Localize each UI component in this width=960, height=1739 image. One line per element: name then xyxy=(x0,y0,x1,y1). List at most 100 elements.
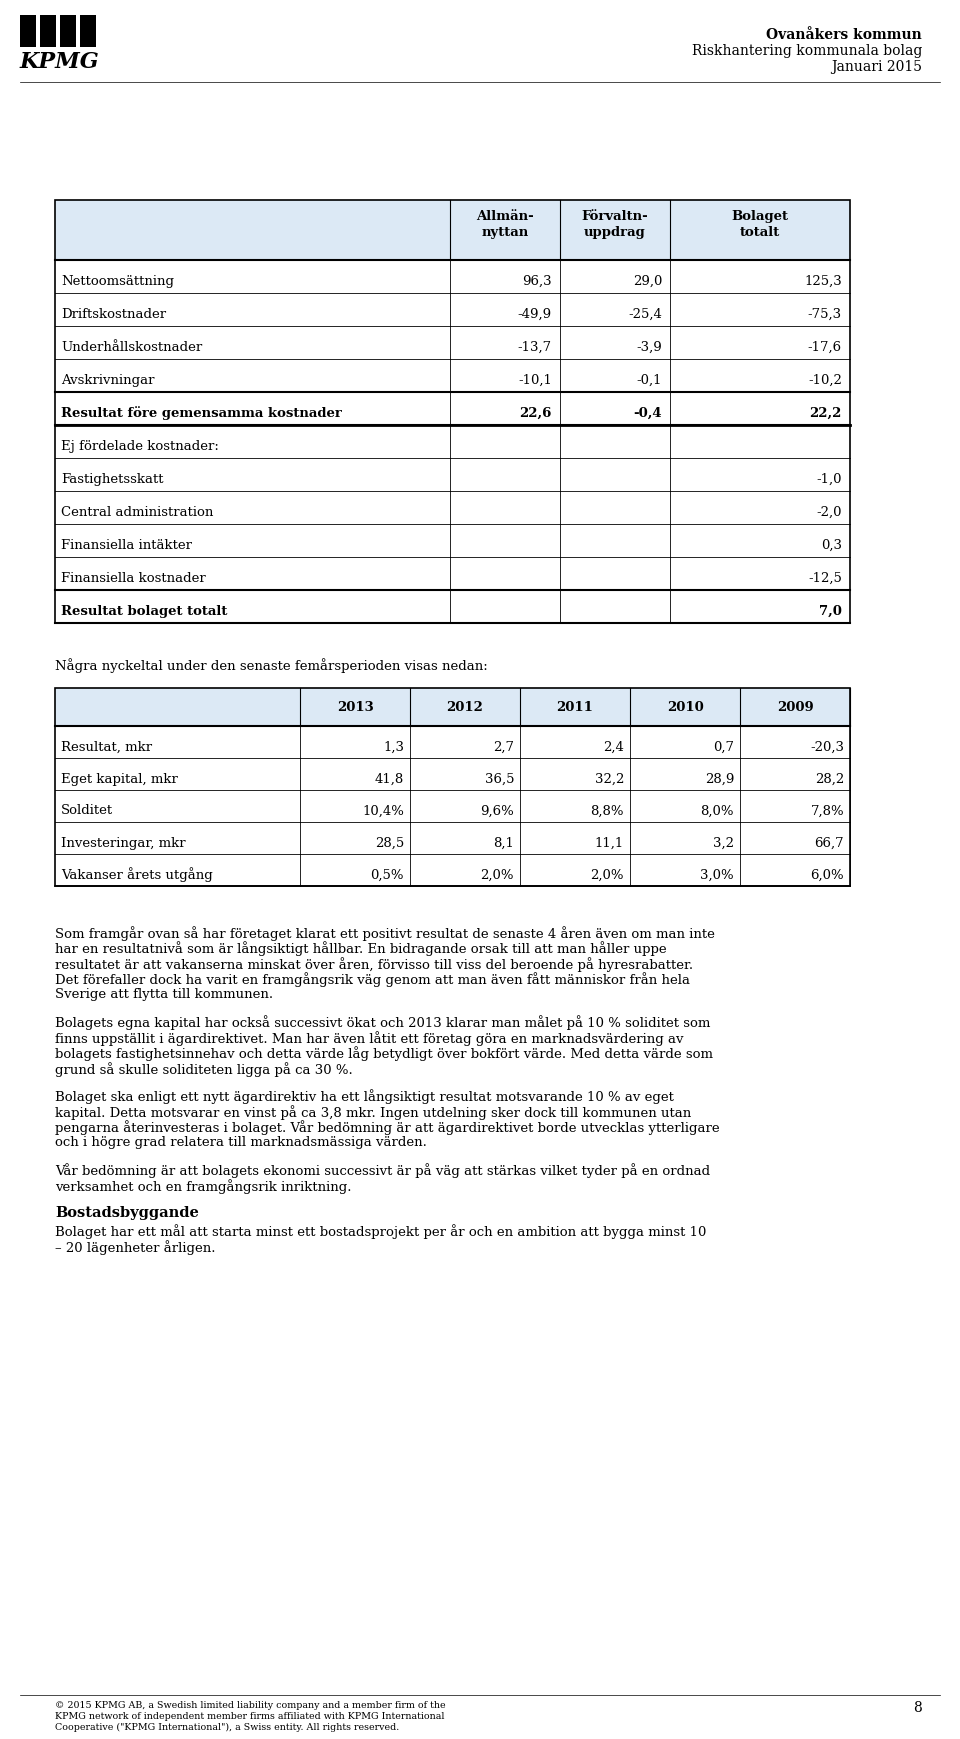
Bar xyxy=(80,16,96,47)
Text: 2,4: 2,4 xyxy=(603,741,624,753)
Text: 3,0%: 3,0% xyxy=(701,868,734,882)
Text: kapital. Detta motsvarar en vinst på ca 3,8 mkr. Ingen utdelning sker dock till : kapital. Detta motsvarar en vinst på ca … xyxy=(55,1104,691,1120)
Text: Några nyckeltal under den senaste femårsperioden visas nedan:: Några nyckeltal under den senaste femårs… xyxy=(55,657,488,673)
Text: Resultat före gemensamma kostnader: Resultat före gemensamma kostnader xyxy=(61,407,342,421)
Text: Vår bedömning är att bolagets ekonomi successivt är på väg att stärkas vilket ty: Vår bedömning är att bolagets ekonomi su… xyxy=(55,1163,710,1179)
Text: 22,6: 22,6 xyxy=(519,407,552,421)
Text: 8,0%: 8,0% xyxy=(701,805,734,817)
Text: Investeringar, mkr: Investeringar, mkr xyxy=(61,836,185,849)
Text: 10,4%: 10,4% xyxy=(362,805,404,817)
Text: Nettoomsättning: Nettoomsättning xyxy=(61,275,174,289)
Text: Vakanser årets utgång: Vakanser årets utgång xyxy=(61,868,213,882)
Text: Cooperative ("KPMG International"), a Swiss entity. All rights reserved.: Cooperative ("KPMG International"), a Sw… xyxy=(55,1723,399,1732)
Text: grund så skulle soliditeten ligga på ca 30 %.: grund så skulle soliditeten ligga på ca … xyxy=(55,1063,352,1076)
Bar xyxy=(20,16,36,47)
Text: pengarna återinvesteras i bolaget. Vår bedömning är att ägardirektivet borde utv: pengarna återinvesteras i bolaget. Vår b… xyxy=(55,1120,720,1136)
Text: 125,3: 125,3 xyxy=(804,275,842,289)
Text: och i högre grad relatera till marknadsmässiga värden.: och i högre grad relatera till marknadsm… xyxy=(55,1136,427,1149)
Text: Riskhantering kommunala bolag: Riskhantering kommunala bolag xyxy=(691,43,922,57)
Text: 3,2: 3,2 xyxy=(713,836,734,849)
Text: 0,7: 0,7 xyxy=(713,741,734,753)
Text: -49,9: -49,9 xyxy=(517,308,552,322)
Text: 9,6%: 9,6% xyxy=(480,805,514,817)
Text: Eget kapital, mkr: Eget kapital, mkr xyxy=(61,772,178,786)
Text: 2,7: 2,7 xyxy=(493,741,514,753)
Bar xyxy=(55,200,850,623)
Text: verksamhet och en framgångsrik inriktning.: verksamhet och en framgångsrik inriktnin… xyxy=(55,1179,351,1195)
Text: Finansiella intäkter: Finansiella intäkter xyxy=(61,539,192,551)
Text: Bolaget ska enligt ett nytt ägardirektiv ha ett långsiktigt resultat motsvarande: Bolaget ska enligt ett nytt ägardirektiv… xyxy=(55,1090,674,1104)
Text: – 20 lägenheter årligen.: – 20 lägenheter årligen. xyxy=(55,1240,215,1256)
Bar xyxy=(55,200,850,261)
Text: 96,3: 96,3 xyxy=(522,275,552,289)
Text: 2,0%: 2,0% xyxy=(481,868,514,882)
Text: 36,5: 36,5 xyxy=(485,772,514,786)
Text: -3,9: -3,9 xyxy=(636,341,662,355)
Text: 11,1: 11,1 xyxy=(595,836,624,849)
Text: 7,8%: 7,8% xyxy=(810,805,844,817)
Text: 7,0: 7,0 xyxy=(819,605,842,617)
Text: 2012: 2012 xyxy=(446,701,484,715)
Text: totalt: totalt xyxy=(740,226,780,238)
Text: 32,2: 32,2 xyxy=(594,772,624,786)
Text: Fastighetsskatt: Fastighetsskatt xyxy=(61,473,163,485)
Text: -20,3: -20,3 xyxy=(810,741,844,753)
Text: Sverige att flytta till kommunen.: Sverige att flytta till kommunen. xyxy=(55,988,274,1002)
Text: 2013: 2013 xyxy=(337,701,373,715)
Text: Solditet: Solditet xyxy=(61,805,113,817)
Text: 0,5%: 0,5% xyxy=(371,868,404,882)
Text: -75,3: -75,3 xyxy=(808,308,842,322)
Text: 1,3: 1,3 xyxy=(383,741,404,753)
Text: 8,8%: 8,8% xyxy=(590,805,624,817)
Text: Underhållskostnader: Underhållskostnader xyxy=(61,341,203,355)
Text: 41,8: 41,8 xyxy=(374,772,404,786)
Text: Bostadsbyggande: Bostadsbyggande xyxy=(55,1207,199,1221)
Text: 22,2: 22,2 xyxy=(809,407,842,421)
Text: Central administration: Central administration xyxy=(61,506,213,518)
Text: 29,0: 29,0 xyxy=(633,275,662,289)
Text: Resultat, mkr: Resultat, mkr xyxy=(61,741,152,753)
Text: Förvaltn-: Förvaltn- xyxy=(582,210,648,223)
Text: 2,0%: 2,0% xyxy=(590,868,624,882)
Text: Allmän-: Allmän- xyxy=(476,210,534,223)
Text: -25,4: -25,4 xyxy=(628,308,662,322)
Text: Bolaget: Bolaget xyxy=(732,210,788,223)
Text: Som framgår ovan så har företaget klarat ett positivt resultat de senaste 4 åren: Som framgår ovan så har företaget klarat… xyxy=(55,925,715,941)
Text: nyttan: nyttan xyxy=(481,226,529,238)
Text: 28,5: 28,5 xyxy=(374,836,404,849)
Text: bolagets fastighetsinnehav och detta värde låg betydligt över bokfört värde. Med: bolagets fastighetsinnehav och detta vär… xyxy=(55,1047,713,1061)
Text: -2,0: -2,0 xyxy=(817,506,842,518)
Text: 2011: 2011 xyxy=(557,701,593,715)
Text: Avskrivningar: Avskrivningar xyxy=(61,374,155,388)
Text: resultatet är att vakanserna minskat över åren, förvisso till viss del beroende : resultatet är att vakanserna minskat öve… xyxy=(55,956,693,972)
Text: 2010: 2010 xyxy=(666,701,704,715)
Text: 66,7: 66,7 xyxy=(814,836,844,849)
Bar xyxy=(55,689,850,885)
Text: har en resultatnivå som är långsiktigt hållbar. En bidragande orsak till att man: har en resultatnivå som är långsiktigt h… xyxy=(55,941,666,956)
Text: -13,7: -13,7 xyxy=(517,341,552,355)
Text: 28,9: 28,9 xyxy=(705,772,734,786)
Text: 2009: 2009 xyxy=(777,701,813,715)
Text: -0,4: -0,4 xyxy=(634,407,662,421)
Text: -0,1: -0,1 xyxy=(636,374,662,388)
Text: Bolaget har ett mål att starta minst ett bostadsprojekt per år och en ambition a: Bolaget har ett mål att starta minst ett… xyxy=(55,1224,707,1240)
Text: 8,1: 8,1 xyxy=(493,836,514,849)
Text: -1,0: -1,0 xyxy=(817,473,842,485)
Text: 0,3: 0,3 xyxy=(821,539,842,551)
Text: KPMG: KPMG xyxy=(20,50,100,73)
Text: © 2015 KPMG AB, a Swedish limited liability company and a member firm of the: © 2015 KPMG AB, a Swedish limited liabil… xyxy=(55,1701,445,1709)
Text: 8: 8 xyxy=(913,1701,922,1715)
Text: 28,2: 28,2 xyxy=(815,772,844,786)
Text: Finansiella kostnader: Finansiella kostnader xyxy=(61,572,205,584)
Text: -10,1: -10,1 xyxy=(518,374,552,388)
Text: -17,6: -17,6 xyxy=(808,341,842,355)
Text: KPMG network of independent member firms affiliated with KPMG International: KPMG network of independent member firms… xyxy=(55,1711,444,1722)
Bar xyxy=(60,16,76,47)
Bar xyxy=(40,16,56,47)
Text: 6,0%: 6,0% xyxy=(810,868,844,882)
Text: Ovanåkers kommun: Ovanåkers kommun xyxy=(766,28,922,42)
Text: Driftskostnader: Driftskostnader xyxy=(61,308,166,322)
Text: -12,5: -12,5 xyxy=(808,572,842,584)
Bar xyxy=(55,689,850,725)
Text: Januari 2015: Januari 2015 xyxy=(831,61,922,75)
